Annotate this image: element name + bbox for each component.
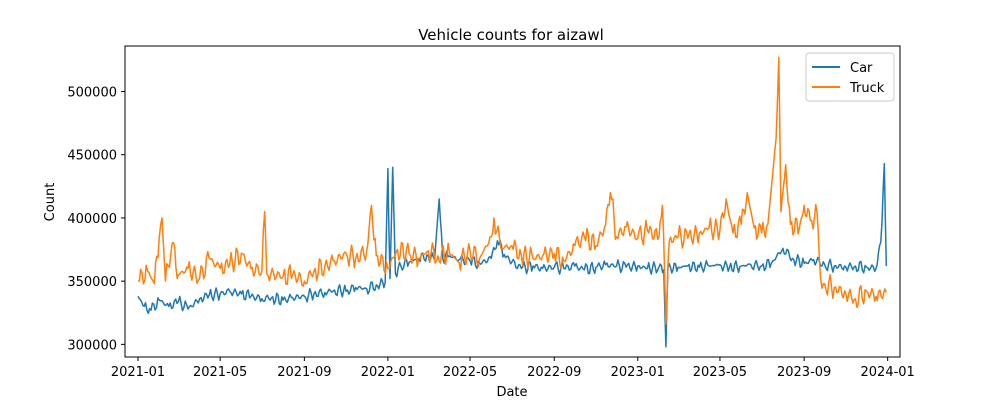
x-tick-label: 2022-01 xyxy=(361,365,415,380)
legend-label-truck: Truck xyxy=(849,81,885,96)
legend-label-car: Car xyxy=(850,61,873,76)
x-tick-label: 2021-01 xyxy=(111,365,165,380)
x-axis-label: Date xyxy=(496,385,527,400)
plot-frame xyxy=(124,45,901,358)
legend-box xyxy=(805,52,895,102)
x-tick-label: 2023-09 xyxy=(777,365,831,380)
y-axis-label: Count xyxy=(43,183,58,222)
series-line-truck xyxy=(137,56,888,325)
y-tick-label: 350000 xyxy=(67,275,117,290)
y-axis-ticks: 300000 350000 400000 450000 500000 xyxy=(67,86,125,353)
chart-title: Vehicle counts for aizawl xyxy=(418,26,604,44)
plot-lines xyxy=(137,56,888,348)
x-tick-label: 2021-09 xyxy=(277,365,331,380)
y-tick-label: 400000 xyxy=(67,212,117,227)
x-tick-label: 2022-09 xyxy=(527,365,581,380)
legend: Car Truck xyxy=(805,52,895,102)
x-axis-ticks: 2021-01 2021-05 2021-09 2022-01 2022-05 2022-… xyxy=(111,357,915,380)
series-line-car xyxy=(137,162,888,348)
y-tick-label: 450000 xyxy=(67,149,117,164)
y-tick-label: 500000 xyxy=(67,86,117,101)
x-tick-label: 2023-05 xyxy=(693,365,747,380)
x-tick-label: 2022-05 xyxy=(443,365,497,380)
x-tick-label: 2023-01 xyxy=(611,365,665,380)
y-tick-label: 300000 xyxy=(67,338,117,353)
x-tick-label: 2021-05 xyxy=(193,365,247,380)
x-tick-label: 2024-01 xyxy=(861,365,915,380)
